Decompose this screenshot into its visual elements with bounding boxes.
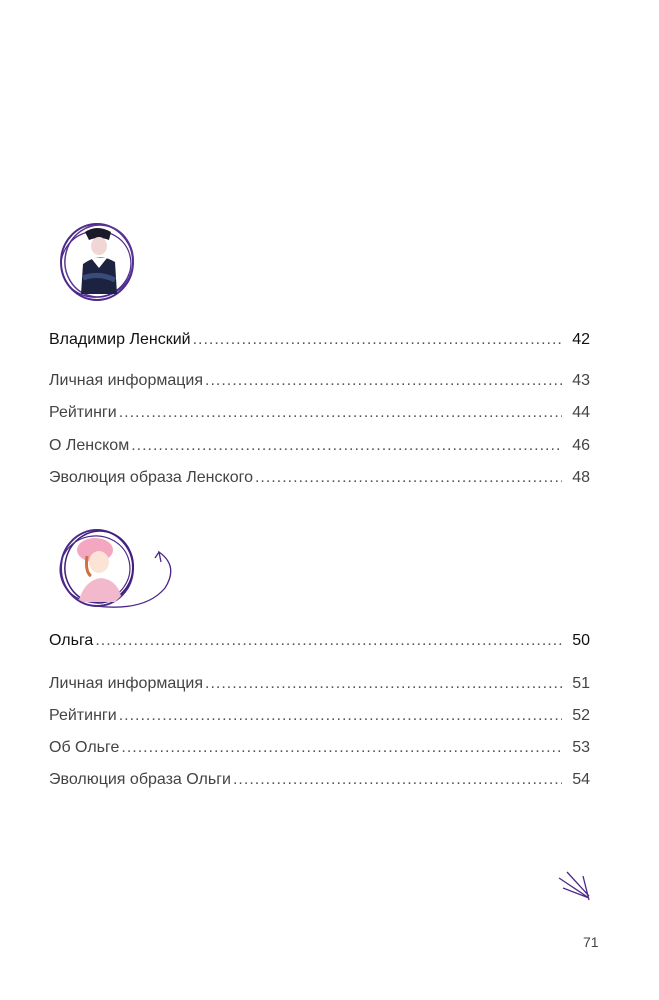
dot-leader <box>131 436 562 456</box>
toc-item[interactable]: Рейтинги 52 <box>49 706 590 726</box>
dot-leader <box>205 674 562 694</box>
toc-page: 52 <box>572 707 590 724</box>
dot-leader <box>95 631 562 651</box>
dot-leader <box>233 770 562 790</box>
dot-leader <box>205 371 562 391</box>
toc-page: 42 <box>572 331 590 348</box>
toc-label: О Ленском <box>49 437 130 454</box>
toc-label: Личная информация <box>49 675 204 692</box>
toc-label: Рейтинги <box>49 404 117 421</box>
toc-item[interactable]: Эволюция образа Ленского 48 <box>49 468 590 488</box>
toc-page: 51 <box>572 675 590 692</box>
dot-leader <box>255 468 562 488</box>
toc-label: Эволюция образа Ольги <box>49 771 231 788</box>
toc-page: 44 <box>572 404 590 421</box>
toc-page: 48 <box>572 469 590 486</box>
toc-label: Личная информация <box>49 372 204 389</box>
arrow-doodle-icon <box>558 871 590 901</box>
toc-label: Владимир Ленский <box>49 331 191 348</box>
dot-leader <box>119 403 562 423</box>
toc-item[interactable]: Личная информация 43 <box>49 371 590 391</box>
toc-page: 43 <box>572 372 590 389</box>
toc-item[interactable]: Рейтинги 44 <box>49 403 590 423</box>
toc-item[interactable]: Личная информация 51 <box>49 674 590 694</box>
toc-item[interactable]: Эволюция образа Ольги 54 <box>49 770 590 790</box>
toc-page: 46 <box>572 437 590 454</box>
toc-item[interactable]: Об Ольге 53 <box>49 738 590 758</box>
dot-leader <box>121 738 562 758</box>
toc-label: Ольга <box>49 632 94 649</box>
toc-section-title[interactable]: Владимир Ленский 42 <box>49 330 590 350</box>
toc-page: 54 <box>572 771 590 788</box>
dot-leader <box>193 330 562 350</box>
lensky-portrait-illustration <box>60 223 134 301</box>
toc-item[interactable]: О Ленском 46 <box>49 436 590 456</box>
dot-leader <box>119 706 562 726</box>
toc-label: Об Ольге <box>49 739 120 756</box>
toc-page: 53 <box>572 739 590 756</box>
toc-label: Эволюция образа Ленского <box>49 469 253 486</box>
page-number: 71 <box>583 934 599 950</box>
toc-page: 50 <box>572 632 590 649</box>
toc-label: Рейтинги <box>49 707 117 724</box>
olga-portrait-illustration <box>59 529 172 608</box>
toc-section-title[interactable]: Ольга 50 <box>49 631 590 651</box>
